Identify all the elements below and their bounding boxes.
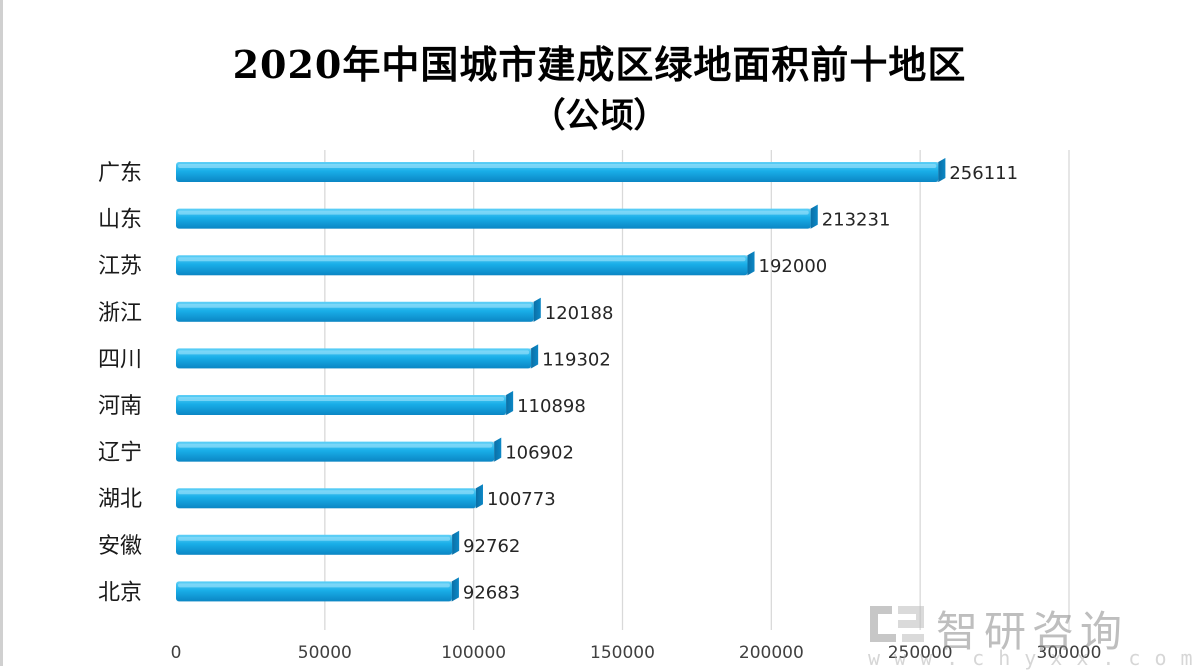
bar-end-cap [506, 391, 514, 415]
data-label: 110898 [517, 396, 586, 417]
x-tick-label: 0 [171, 643, 182, 663]
x-tick-label: 250000 [888, 643, 953, 663]
bar-highlight [178, 443, 493, 448]
data-label: 213231 [822, 210, 891, 231]
bar-end-cap [531, 344, 539, 369]
left-border [0, 0, 3, 666]
x-tick-label: 100000 [441, 643, 506, 663]
bar-highlight [178, 303, 532, 308]
category-label: 辽宁 [98, 441, 142, 466]
category-label: 湖北 [98, 487, 142, 512]
bar-end-cap [494, 437, 502, 462]
data-label: 106902 [505, 443, 574, 464]
watermark-url: www.chyxx.com [868, 646, 1199, 670]
bar [176, 344, 539, 369]
bar-highlight [178, 397, 505, 401]
bar [176, 437, 502, 462]
watermark: 智研咨询 www.chyxx.com [862, 596, 1193, 670]
bar [176, 484, 483, 509]
zhiyan-logo-icon [870, 606, 924, 642]
category-label: 江苏 [98, 254, 142, 279]
bar-end-cap [747, 251, 755, 276]
bars [176, 158, 946, 602]
bar-end-cap [533, 297, 541, 322]
watermark-name: 智研咨询 [936, 607, 1129, 656]
data-label: 92762 [463, 536, 520, 557]
category-label: 安徽 [98, 534, 142, 559]
bar [176, 158, 946, 182]
bar [176, 577, 459, 602]
x-axis-ticks: 0 50000 100000 150000 200000 250000 300000 [171, 643, 1102, 663]
category-label: 河南 [98, 394, 142, 419]
data-label: 256111 [949, 163, 1018, 184]
bar [176, 204, 818, 229]
bar-end-cap [810, 204, 818, 229]
bar-end-cap [938, 158, 946, 182]
x-tick-label: 300000 [1037, 643, 1102, 663]
bar-highlight [178, 210, 809, 215]
x-tick-label: 150000 [590, 643, 655, 663]
bar [176, 251, 755, 276]
bar [176, 530, 460, 555]
bar-highlight [178, 536, 451, 541]
data-label: 100773 [487, 489, 556, 510]
bar-end-cap [451, 577, 459, 602]
chart-title: 2020年中国城市建成区绿地面积前十地区 [232, 42, 967, 87]
bar-highlight [178, 257, 746, 262]
bar-highlight [178, 350, 530, 355]
category-label: 山东 [98, 208, 142, 233]
category-label: 北京 [98, 580, 142, 605]
data-label: 120188 [545, 303, 614, 324]
bar-highlight [178, 164, 937, 168]
bar [176, 297, 541, 322]
value-labels: 256111 213231 192000 120188 119302 110898 1069… [463, 163, 1018, 603]
category-label: 广东 [98, 161, 142, 186]
data-label: 119302 [542, 349, 611, 370]
x-tick-label: 50000 [298, 643, 352, 663]
bar [176, 391, 514, 415]
data-label: 192000 [759, 256, 828, 277]
chart-subtitle-unit: （公顷） [531, 96, 668, 136]
bar-end-cap [452, 530, 460, 555]
x-tick-label: 200000 [739, 643, 804, 663]
bar-highlight [178, 490, 474, 495]
category-label: 四川 [98, 347, 142, 372]
bar-highlight [178, 583, 450, 588]
category-label: 浙江 [98, 301, 142, 326]
data-label: 92683 [463, 582, 520, 603]
bar-end-cap [475, 484, 483, 509]
